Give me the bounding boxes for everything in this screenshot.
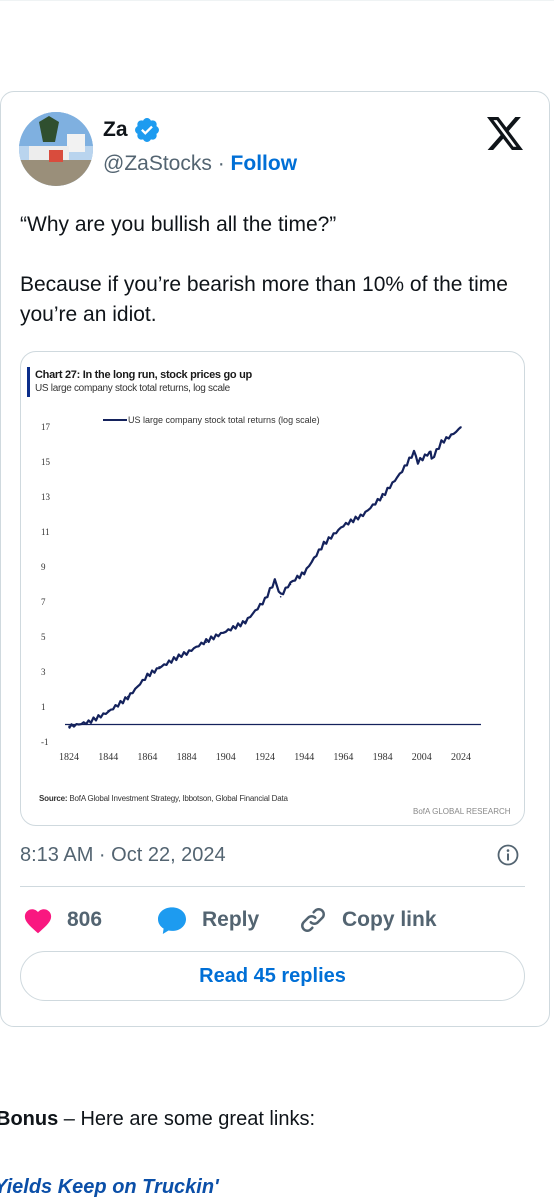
reply-label: Reply — [202, 908, 260, 931]
chart-x-tick-label: 1824 — [59, 752, 79, 763]
chart-data-point — [244, 620, 247, 623]
tweet-text-line-1: “Why are you bullish all the time?” — [20, 213, 337, 236]
chart-series-line — [68, 426, 462, 729]
chart-x-tick-label: 1884 — [177, 752, 197, 763]
chart-data-point — [289, 583, 292, 586]
tweet-actions: 806 Reply Copy link — [20, 902, 525, 938]
chart-data-point — [185, 653, 188, 656]
chart-data-point — [158, 665, 160, 668]
tweet-text-line-2: Because if you’re bearish more than 10% … — [20, 273, 508, 326]
chart-x-tick-label: 1904 — [216, 752, 236, 763]
tweet-text: “Why are you bullish all the time?” Beca… — [20, 210, 535, 330]
chart-legend-label: US large company stock total returns (lo… — [128, 415, 320, 425]
read-replies-button[interactable]: Read 45 replies — [20, 951, 525, 1001]
link-icon — [301, 908, 325, 932]
chart-source-text: BofA Global Investment Strategy, Ibbotso… — [69, 794, 288, 803]
copy-link-label: Copy link — [342, 908, 437, 931]
chart-data-point — [107, 709, 109, 712]
handle-row: @ZaStocks · Follow — [103, 152, 297, 176]
chart-data-point — [460, 426, 462, 428]
bonus-text: – Here are some great links: — [58, 1108, 315, 1130]
chart-x-tick-label: 1844 — [98, 752, 118, 763]
tweet-timestamp[interactable]: 8:13 AM · Oct 22, 2024 — [20, 844, 226, 866]
chart-y-tick-label: 15 — [41, 457, 51, 467]
chart-data-point — [381, 496, 384, 498]
avatar[interactable] — [19, 112, 93, 186]
chart-data-point — [279, 595, 282, 598]
reply-bubble-icon — [158, 907, 186, 934]
x-logo-icon[interactable] — [487, 117, 523, 150]
chart-x-tick-label: 2024 — [451, 752, 471, 763]
verified-badge-icon — [135, 118, 159, 142]
chart-x-tick-label: 1944 — [294, 752, 314, 763]
chart-data-point — [127, 695, 129, 698]
chart-y-tick-label: 1 — [41, 702, 46, 712]
chart-data-point — [274, 578, 276, 581]
chart-y-tick-label: 9 — [41, 562, 46, 572]
chart-x-tick-label: 1964 — [333, 752, 353, 763]
tweet-media-chart[interactable]: -1 1 3 5 7 9 11 13 15 17 1824 1844 1864 1884 1904 1924 1… — [20, 351, 525, 826]
chart-x-tick-label: 1924 — [255, 752, 275, 763]
chart-source-label: Source: — [39, 794, 68, 803]
chart-y-tick-label: -1 — [41, 737, 49, 747]
chart-y-tick-label: 17 — [41, 422, 51, 432]
chart-y-tick-label: 7 — [41, 597, 46, 607]
chart-data-point — [413, 452, 415, 455]
chart-x-tick-label: 1864 — [137, 752, 157, 763]
info-icon[interactable] — [496, 843, 520, 867]
author-name[interactable]: Za — [103, 118, 128, 141]
chart-data-point — [417, 461, 419, 463]
chart-data-point — [430, 457, 433, 460]
like-button[interactable]: 806 — [23, 902, 102, 938]
chart-data-point — [362, 515, 364, 518]
author-handle[interactable]: @ZaStocks — [103, 152, 212, 175]
chart-data-point — [205, 641, 207, 644]
chart-y-tick-label: 13 — [41, 492, 51, 502]
chart-data-point — [323, 543, 325, 546]
chart-data-point — [146, 674, 149, 677]
chart-data-point — [68, 725, 70, 728]
top-divider — [0, 0, 554, 1]
embedded-tweet-card[interactable]: Za @ZaStocks · Follow “Why are you bulli… — [0, 91, 550, 1027]
copy-link-button[interactable]: Copy link — [298, 902, 437, 938]
article-link[interactable]: Yields Keep on Truckin' — [0, 1176, 219, 1198]
chart-data-point — [177, 655, 180, 658]
chart-subtitle: US large company stock total returns, lo… — [35, 383, 230, 394]
chart-y-tick-label: 3 — [41, 667, 46, 677]
separator-dot: · — [217, 152, 225, 175]
chart-data-point — [303, 571, 306, 574]
chart-source: Source: BofA Global Investment Strategy,… — [39, 794, 288, 803]
like-count: 806 — [67, 908, 103, 931]
chart-data-point — [428, 450, 431, 453]
heart-icon — [24, 909, 52, 934]
chart-y-tick-label: 5 — [41, 632, 46, 642]
chart-data-point — [401, 469, 404, 472]
bonus-label: Bonus — [0, 1108, 59, 1130]
follow-link[interactable]: Follow — [230, 152, 298, 175]
chart-title-accent-bar — [27, 367, 30, 397]
chart-data-point — [264, 597, 266, 600]
chart-x-tick-label: 2004 — [412, 752, 432, 763]
bonus-line: Bonus – Here are some great links: — [0, 1108, 315, 1131]
reply-button[interactable]: Reply — [156, 902, 259, 938]
actions-divider — [20, 886, 525, 887]
chart-data-point — [440, 440, 443, 442]
chart-x-tick-label: 1984 — [373, 752, 393, 763]
chart-data-point — [225, 630, 227, 633]
chart-brand: BofA GLOBAL RESEARCH — [413, 807, 511, 816]
chart-data-point — [87, 720, 90, 722]
chart-title: Chart 27: In the long run, stock prices … — [35, 369, 252, 381]
chart-data-point — [342, 525, 345, 528]
chart-y-tick-label: 11 — [41, 527, 50, 537]
